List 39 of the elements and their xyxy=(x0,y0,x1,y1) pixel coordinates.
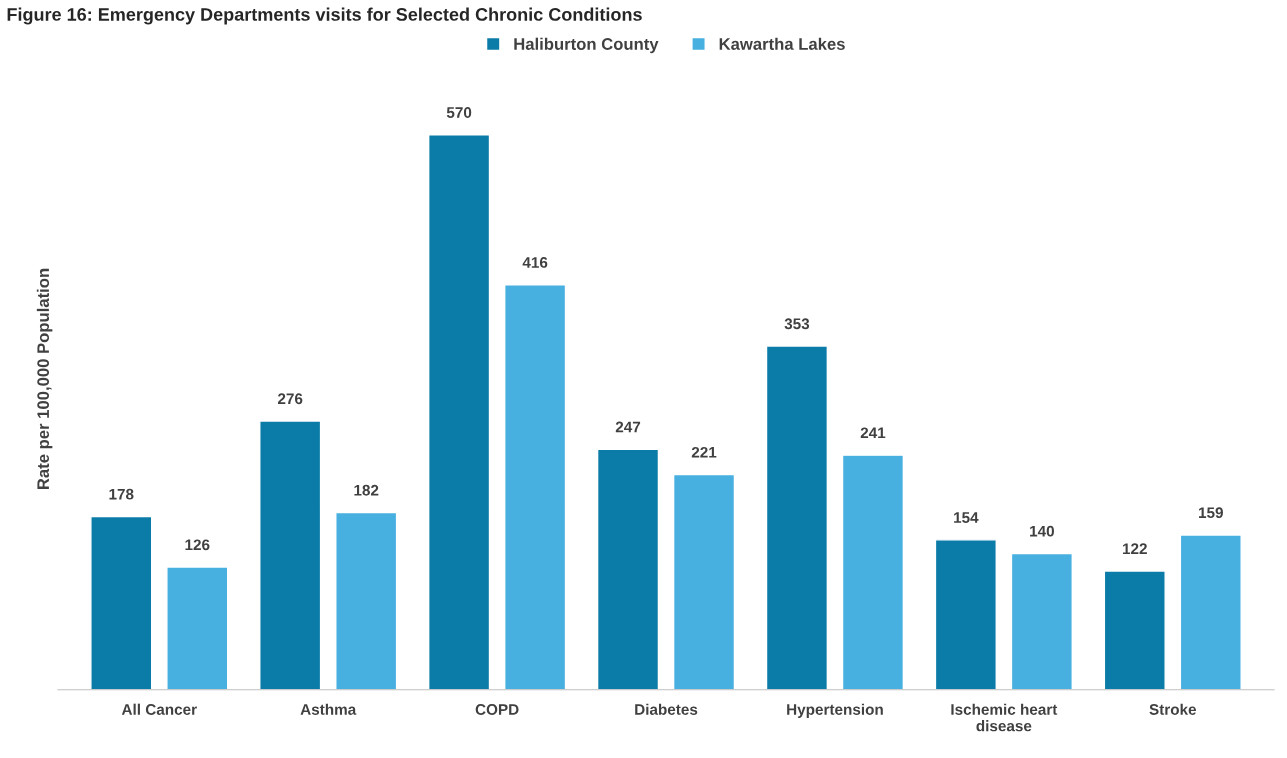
data-label: 182 xyxy=(354,484,379,496)
bar xyxy=(335,511,398,690)
legend-label: Kawartha Lakes xyxy=(719,37,845,50)
bar xyxy=(427,134,491,690)
bar xyxy=(1179,534,1242,690)
data-label: 221 xyxy=(691,446,717,458)
data-label: 140 xyxy=(1030,525,1054,537)
data-label: 159 xyxy=(1199,507,1223,519)
data-label: 353 xyxy=(784,318,810,330)
data-label: 247 xyxy=(615,421,641,433)
data-label: 416 xyxy=(522,257,548,268)
x-tick-label: Stroke xyxy=(1149,703,1197,715)
x-tick-label: Hypertension xyxy=(787,703,883,718)
y-axis-title: Rate per 100,000 Population xyxy=(36,268,53,490)
bar xyxy=(1103,570,1166,690)
bar xyxy=(596,448,660,690)
data-label: 122 xyxy=(1122,543,1147,554)
bar xyxy=(841,454,905,690)
x-tick-label: Diabetes xyxy=(635,703,698,715)
x-tick-label: All Cancer xyxy=(121,703,197,715)
bar xyxy=(90,515,153,690)
bar xyxy=(1010,552,1073,690)
bar xyxy=(504,284,567,690)
bar xyxy=(259,420,322,690)
bar xyxy=(166,566,229,690)
data-label: 241 xyxy=(860,427,886,439)
bar xyxy=(672,473,736,690)
data-label: 154 xyxy=(954,512,979,523)
x-tick-label: COPD xyxy=(475,704,519,715)
chart-title: Figure 16: Emergency Departments visits for Selected Chronic Conditions xyxy=(7,7,642,25)
bar xyxy=(765,345,829,690)
bar xyxy=(934,539,997,690)
data-label: 178 xyxy=(109,488,134,500)
x-tick-label: Ischemic heart disease xyxy=(951,703,1058,732)
legend-label: Haliburton County xyxy=(514,37,659,54)
data-label: 126 xyxy=(185,539,210,551)
data-label: 570 xyxy=(446,107,472,118)
x-tick-label: Asthma xyxy=(300,703,357,715)
data-label: 276 xyxy=(277,393,303,405)
